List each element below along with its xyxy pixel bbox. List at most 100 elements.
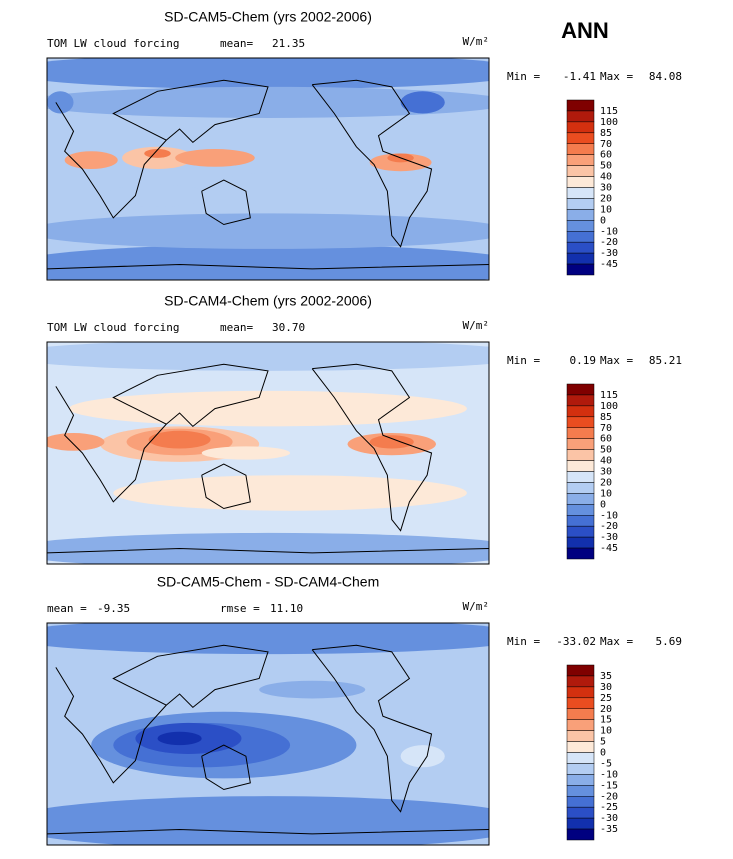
- panel-title: SD-CAM4-Chem (yrs 2002-2006): [164, 293, 372, 309]
- colorbar-label: 40: [600, 456, 612, 467]
- panel: SD-CAM4-Chem (yrs 2002-2006) TOM LW cloud…: [46, 293, 682, 565]
- colorbar-label: -45: [600, 259, 618, 270]
- contour: [157, 731, 202, 746]
- colorbar-box: [566, 198, 595, 210]
- colorbar-box: [566, 471, 595, 483]
- contour: [47, 58, 489, 90]
- contour: [223, 171, 401, 189]
- colorbar-box: [566, 416, 595, 428]
- colorbar-label: -5: [600, 758, 612, 769]
- contour: [144, 149, 171, 158]
- coastline: [311, 644, 433, 813]
- contour: [148, 430, 211, 449]
- coastline: [47, 547, 489, 554]
- min-label: Min =: [507, 635, 540, 648]
- max-value: 85.21: [649, 354, 682, 367]
- colorbar-box: [566, 154, 595, 166]
- colorbar-label: 15: [600, 715, 612, 726]
- min-value: 0.19: [570, 354, 597, 367]
- coastline: [201, 179, 251, 226]
- contour: [47, 213, 489, 249]
- coastline: [47, 828, 489, 835]
- colorbar-box: [566, 774, 595, 786]
- contour: [47, 796, 489, 845]
- colorbar-box: [566, 686, 595, 699]
- colorbar-box: [566, 741, 595, 753]
- colorbar-label: 70: [600, 139, 612, 150]
- colorbar-box: [566, 263, 595, 276]
- colorbar-box: [566, 165, 595, 177]
- colorbar-label: -10: [600, 226, 618, 237]
- field-label: TOM LW cloud forcing: [47, 37, 179, 50]
- colorbar-label: 115: [600, 390, 618, 401]
- colorbar-box: [566, 176, 595, 188]
- contour: [369, 153, 432, 172]
- colorbar-box: [566, 796, 595, 808]
- panel-title: SD-CAM5-Chem - SD-CAM4-Chem: [157, 574, 379, 590]
- colorbar-label: -20: [600, 237, 618, 248]
- contour: [343, 714, 414, 732]
- coastline: [55, 644, 269, 784]
- colorbar-label: 100: [600, 401, 618, 412]
- contour: [175, 149, 255, 167]
- max-label: Max =: [600, 354, 633, 367]
- coastline: [55, 79, 269, 219]
- rmse-label: rmse =: [220, 602, 260, 615]
- colorbar-box: [566, 763, 595, 775]
- colorbar-label: 10: [600, 726, 612, 737]
- contour: [47, 91, 74, 114]
- season-label: ANN: [561, 18, 609, 43]
- colorbar-box: [566, 675, 595, 688]
- min-value: -33.02: [556, 635, 596, 648]
- colorbar-box: [566, 209, 595, 221]
- field-label: TOM LW cloud forcing: [47, 321, 179, 334]
- colorbar-label: -30: [600, 813, 618, 824]
- colorbar-label: -30: [600, 532, 618, 543]
- colorbar-box: [566, 220, 595, 232]
- min-value: -1.41: [563, 70, 596, 83]
- colorbar-label: 30: [600, 467, 612, 478]
- map-frame: [46, 341, 490, 565]
- colorbar-label: 20: [600, 477, 612, 488]
- units: W/m²: [463, 600, 490, 613]
- map: [47, 342, 489, 564]
- max-value: 84.08: [649, 70, 682, 83]
- colorbar-box: [566, 547, 595, 560]
- contour: [47, 532, 489, 564]
- contour: [400, 745, 445, 768]
- colorbar-box: [566, 525, 595, 538]
- colorbar-box: [566, 482, 595, 494]
- contour: [113, 475, 467, 511]
- colorbar-label: -30: [600, 248, 618, 259]
- colorbar-box: [566, 752, 595, 764]
- colorbar-label: 20: [600, 193, 612, 204]
- colorbar-box: [566, 730, 595, 742]
- colorbar-label: 25: [600, 693, 612, 704]
- max-label: Max =: [600, 635, 633, 648]
- colorbar-box: [566, 449, 595, 461]
- colorbar-label: -20: [600, 521, 618, 532]
- contour: [47, 433, 105, 451]
- colorbar-box: [566, 405, 595, 418]
- colorbar-label: 60: [600, 434, 612, 445]
- contour: [201, 446, 291, 460]
- colorbar-label: 40: [600, 172, 612, 183]
- panel: SD-CAM5-Chem - SD-CAM4-Chem mean = -9.35 rm…: [46, 574, 682, 846]
- coastline: [201, 463, 251, 510]
- colorbar-label: 0: [600, 499, 606, 510]
- rmse-value: 11.10: [270, 602, 303, 615]
- colorbar-box: [566, 708, 595, 720]
- colorbar-label: 70: [600, 423, 612, 434]
- map-frame: [46, 57, 490, 281]
- colorbar-box: [566, 427, 595, 439]
- coastline: [55, 363, 269, 503]
- colorbar-label: 35: [600, 671, 612, 682]
- colorbar-label: 10: [600, 488, 612, 499]
- coastline: [201, 744, 251, 791]
- colorbar-label: 100: [600, 117, 618, 128]
- colorbar-box: [566, 536, 595, 549]
- contour: [69, 390, 467, 427]
- units: W/m²: [463, 35, 490, 48]
- colorbar-label: 60: [600, 150, 612, 161]
